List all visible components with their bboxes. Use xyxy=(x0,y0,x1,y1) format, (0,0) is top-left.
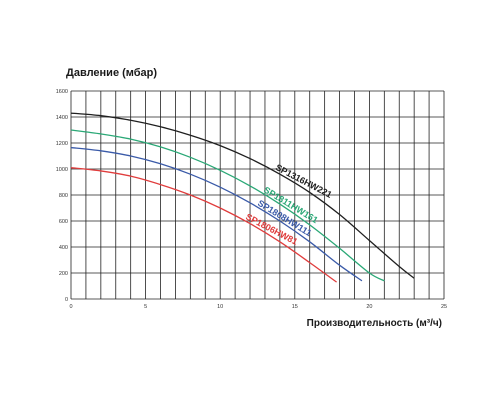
y-tick-label: 200 xyxy=(59,271,68,277)
y-tick-label: 600 xyxy=(59,219,68,225)
x-tick-label: 5 xyxy=(144,304,147,310)
x-tick-label: 10 xyxy=(217,304,223,310)
y-tick-label: 0 xyxy=(65,297,68,303)
series-line-sp1316hw221 xyxy=(70,112,415,279)
y-tick-label: 1600 xyxy=(56,89,68,95)
y-tick-label: 1400 xyxy=(56,115,68,121)
series-line-sp1808hw111 xyxy=(70,146,363,282)
series-line-sp1811hw161 xyxy=(70,129,385,282)
x-tick-label: 0 xyxy=(69,304,72,310)
x-tick-label: 20 xyxy=(366,304,372,310)
y-tick-label: 1000 xyxy=(56,167,68,173)
x-tick-label: 15 xyxy=(292,304,298,310)
series-line-sp1806hw81 xyxy=(70,167,337,283)
y-tick-label: 800 xyxy=(59,193,68,199)
y-tick-label: 400 xyxy=(59,245,68,251)
y-tick-label: 1200 xyxy=(56,141,68,147)
x-tick-label: 25 xyxy=(441,304,447,310)
y-axis-title: Давление (мбар) xyxy=(66,67,158,79)
x-axis-title: Производительность (м³/ч) xyxy=(306,318,442,329)
